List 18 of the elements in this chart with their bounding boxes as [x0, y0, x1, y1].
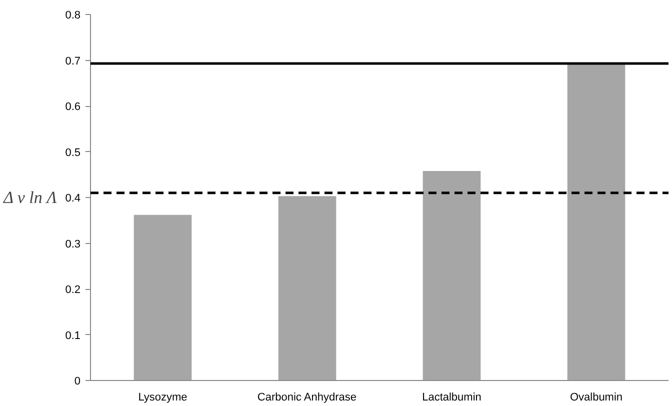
bar: [134, 214, 192, 380]
y-tick-label: 0: [74, 376, 81, 388]
x-tick-label: Ovalbumin: [570, 392, 623, 404]
x-tick-label: Lysozyme: [138, 392, 188, 404]
x-tick-label: Carbonic Anhydrase: [257, 392, 356, 404]
y-tick-label: 0.6: [65, 101, 81, 113]
y-tick-label: 0.5: [65, 146, 81, 159]
y-tick-label: 0.2: [65, 284, 81, 296]
bar: [567, 64, 626, 380]
y-axis-title: Δ ν ln Λ: [2, 188, 58, 207]
y-tick-label: 0.1: [65, 330, 81, 342]
y-tick-label: 0.8: [65, 10, 81, 22]
x-tick-label: Lactalbumin: [422, 392, 482, 404]
y-tick-label: 0.3: [65, 238, 81, 250]
y-tick-label: 0.7: [65, 55, 81, 68]
y-tick-label: 0.4: [65, 192, 81, 204]
bar: [278, 196, 336, 380]
bar: [422, 170, 481, 380]
